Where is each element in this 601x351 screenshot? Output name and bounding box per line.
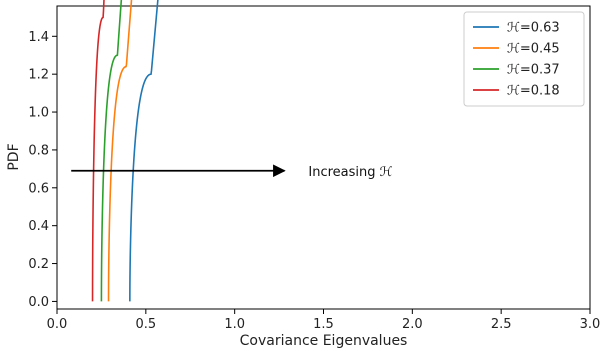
x-tick-label: 1.5 (313, 317, 334, 332)
x-tick-label: 2.5 (491, 317, 512, 332)
series-lines (91, 0, 159, 302)
y-axis-label: PDF (6, 143, 22, 170)
series-line-0 (129, 0, 159, 302)
legend-box (463, 11, 585, 107)
y-tick-label: 1.0 (28, 106, 49, 121)
y-tick-label: 0.8 (28, 143, 49, 158)
legend-label: ℋ=0.45 (507, 42, 560, 57)
x-tick-label: 3.0 (580, 317, 601, 332)
y-tick-label: 0.4 (28, 219, 49, 234)
legend-label: ℋ=0.18 (507, 84, 560, 99)
x-tick-label: 2.0 (402, 317, 423, 332)
x-tick-label: 0.5 (135, 317, 156, 332)
annotations: Increasing ℋ (71, 164, 393, 180)
y-tick-label: 1.2 (28, 68, 49, 83)
legend: ℋ=0.63 ℋ=0.45 ℋ=0.37 ℋ=0.18 (463, 11, 585, 107)
y-tick-label: 0.6 (28, 181, 49, 196)
x-axis-label: Covariance Eigenvalues (240, 333, 408, 349)
x-axis-ticks: 0.0 0.5 1.0 1.5 2.0 2.5 3.0 (47, 309, 601, 332)
legend-label: ℋ=0.37 (507, 63, 560, 78)
x-tick-label: 1.0 (224, 317, 245, 332)
y-tick-label: 0.0 (28, 295, 49, 310)
y-axis-ticks: 0.0 0.2 0.4 0.6 0.8 1.0 1.2 1.4 (28, 30, 57, 310)
y-tick-label: 0.2 (28, 257, 49, 272)
annotation-text: Increasing ℋ (308, 165, 392, 180)
legend-label: ℋ=0.63 (507, 21, 560, 36)
x-tick-label: 0.0 (47, 317, 68, 332)
y-tick-label: 1.4 (28, 30, 49, 45)
